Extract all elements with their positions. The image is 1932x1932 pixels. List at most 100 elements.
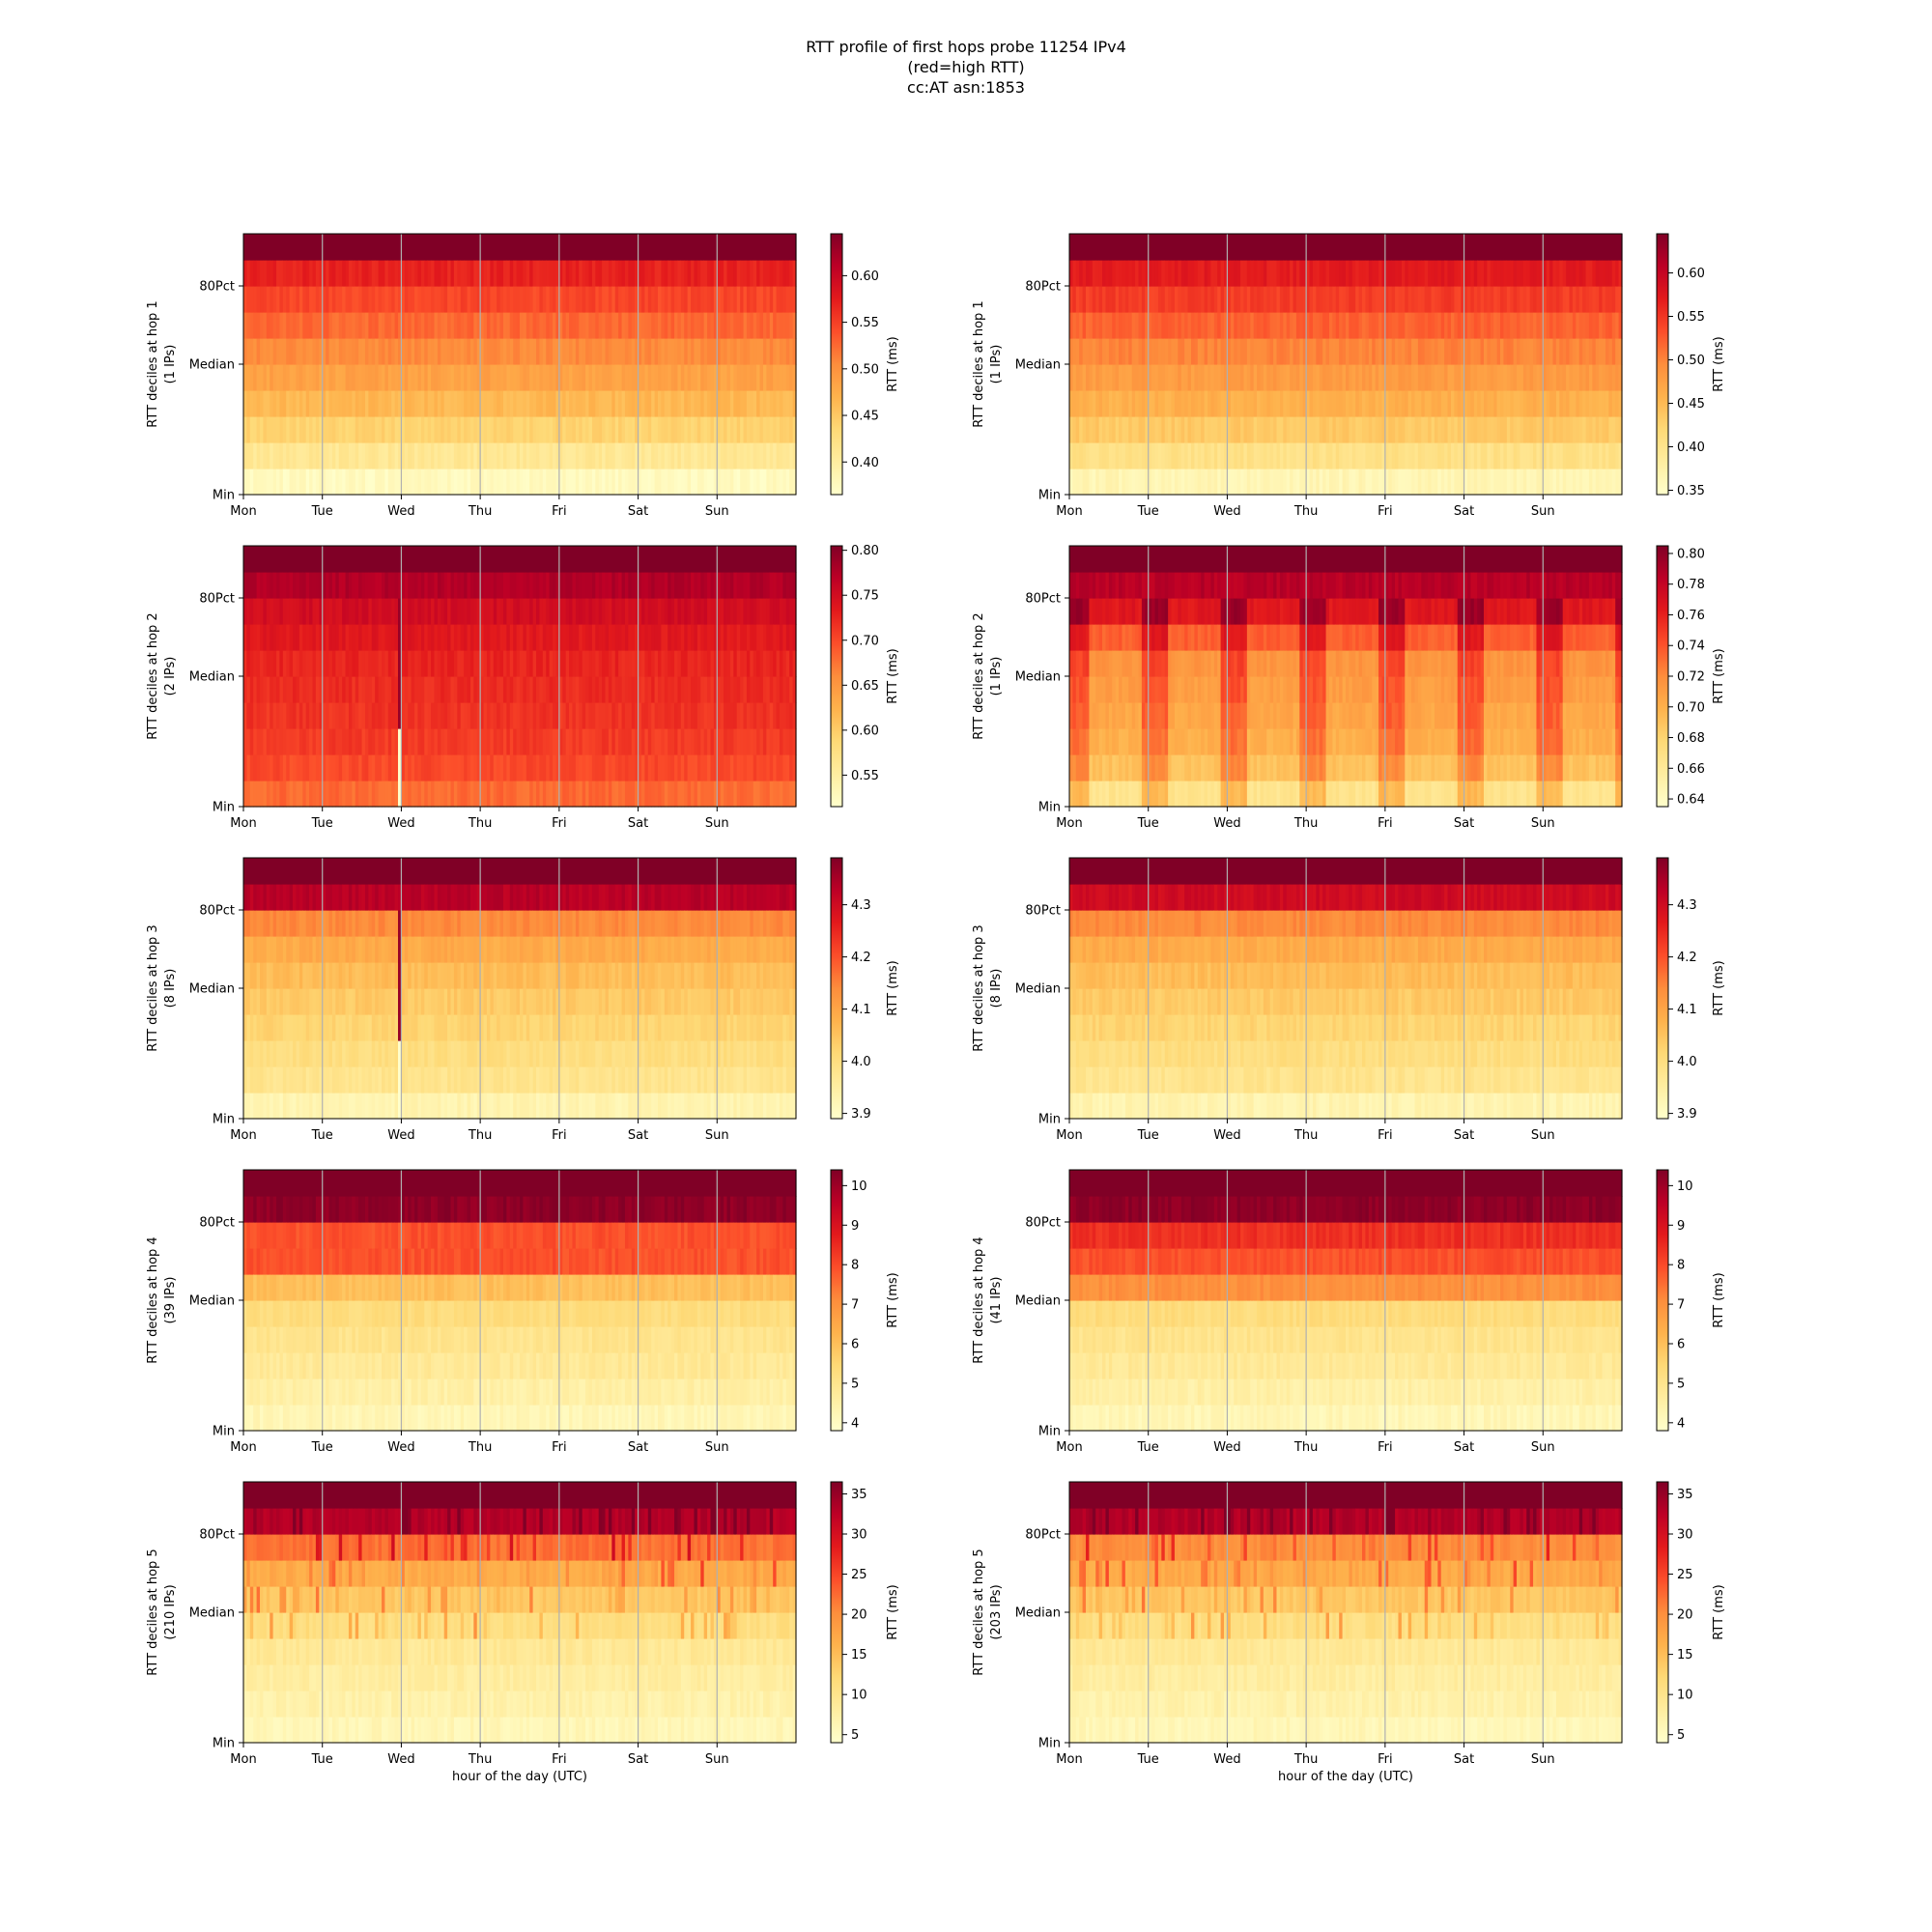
heatmap-cell: [272, 624, 277, 651]
heatmap-cell: [1210, 442, 1215, 469]
heatmap-cell: [1279, 416, 1284, 443]
heatmap-cell: [598, 728, 603, 755]
heatmap-cell: [1210, 390, 1215, 417]
heatmap-cell: [717, 390, 722, 417]
heatmap-cell: [743, 442, 748, 469]
heatmap-cell: [1098, 260, 1103, 287]
heatmap-cell: [526, 286, 530, 313]
heatmap-cell: [506, 364, 511, 391]
heatmap-cell: [249, 572, 254, 599]
heatmap-cell: [1611, 234, 1616, 261]
heatmap-cell: [523, 234, 527, 261]
heatmap-cell: [467, 754, 471, 781]
heatmap-cell: [437, 781, 441, 808]
heatmap-cell: [1295, 469, 1300, 496]
heatmap-cell: [1517, 234, 1521, 261]
heatmap-cell: [375, 624, 380, 651]
heatmap-cell: [1517, 469, 1521, 496]
heatmap-cell: [286, 546, 291, 573]
heatmap-cell: [502, 312, 507, 339]
heatmap-cell: [1178, 234, 1182, 261]
heatmap-cell: [1496, 338, 1501, 365]
heatmap-cell: [296, 442, 300, 469]
heatmap-cell: [483, 728, 488, 755]
heatmap-cell: [260, 546, 265, 573]
heatmap-cell: [696, 390, 701, 417]
heatmap-cell: [364, 650, 369, 677]
heatmap-cell: [717, 234, 722, 261]
heatmap-cell: [555, 754, 560, 781]
heatmap-cell: [585, 702, 590, 729]
heatmap-cell: [1572, 260, 1577, 287]
y-tick-label: Median: [189, 358, 235, 373]
heatmap-cell: [509, 702, 514, 729]
heatmap-cell: [769, 260, 774, 287]
heatmap-cell: [1470, 390, 1475, 417]
heatmap-cell: [1457, 442, 1462, 469]
heatmap-cell: [1398, 442, 1403, 469]
heatmap-cell: [398, 286, 403, 313]
heatmap-cell: [644, 390, 649, 417]
heatmap-cell: [270, 624, 274, 651]
heatmap-cell: [453, 286, 458, 313]
heatmap-cell: [736, 572, 741, 599]
heatmap-cell: [256, 416, 261, 443]
heatmap-cell: [322, 416, 327, 443]
heatmap-cell: [391, 676, 396, 703]
heatmap-cell: [263, 650, 268, 677]
heatmap-cell: [539, 650, 544, 677]
heatmap-cell: [331, 390, 336, 417]
heatmap-cell: [443, 416, 448, 443]
heatmap-cell: [654, 624, 659, 651]
heatmap-cell: [602, 390, 607, 417]
heatmap-cell: [572, 754, 577, 781]
heatmap-cell: [391, 781, 396, 808]
heatmap-cell: [309, 781, 314, 808]
heatmap-cell: [766, 338, 771, 365]
heatmap-cell: [486, 234, 491, 261]
heatmap-cell: [401, 650, 406, 677]
heatmap-cell: [720, 286, 724, 313]
heatmap-cell: [1263, 390, 1267, 417]
heatmap-cell: [750, 390, 754, 417]
heatmap-cell: [1398, 364, 1403, 391]
heatmap-cell: [516, 702, 521, 729]
heatmap-cell: [384, 312, 389, 339]
heatmap-cell: [1463, 260, 1468, 287]
heatmap-cell: [766, 469, 771, 496]
heatmap-cell: [638, 650, 642, 677]
heatmap-cell: [322, 702, 327, 729]
heatmap-cell: [411, 546, 415, 573]
heatmap-cell: [694, 390, 698, 417]
heatmap-cell: [1299, 442, 1304, 469]
heatmap-cell: [1325, 390, 1330, 417]
heatmap-cell: [724, 469, 728, 496]
heatmap-cell: [352, 702, 356, 729]
heatmap-cell: [1375, 390, 1379, 417]
heatmap-cell: [1588, 260, 1593, 287]
heatmap-cell: [1463, 416, 1468, 443]
heatmap-cell: [1615, 442, 1620, 469]
heatmap-cell: [746, 338, 751, 365]
heatmap-cell: [785, 234, 790, 261]
heatmap-cell: [785, 390, 790, 417]
heatmap-cell: [591, 676, 596, 703]
heatmap-cell: [1461, 469, 1465, 496]
heatmap-cell: [1286, 286, 1291, 313]
heatmap-cell: [614, 781, 619, 808]
heatmap-cell: [526, 338, 530, 365]
heatmap-cell: [453, 338, 458, 365]
heatmap-cell: [1526, 260, 1531, 287]
heatmap-cell: [1230, 338, 1235, 365]
heatmap-cell: [335, 702, 340, 729]
heatmap-cell: [298, 728, 303, 755]
heatmap-cell: [707, 624, 712, 651]
heatmap-cell: [490, 781, 495, 808]
heatmap-cell: [424, 702, 429, 729]
heatmap-cell: [279, 234, 284, 261]
heatmap-cell: [1190, 338, 1195, 365]
heatmap-cell: [1269, 364, 1274, 391]
heatmap-cell: [319, 234, 324, 261]
heatmap-cell: [1602, 338, 1606, 365]
